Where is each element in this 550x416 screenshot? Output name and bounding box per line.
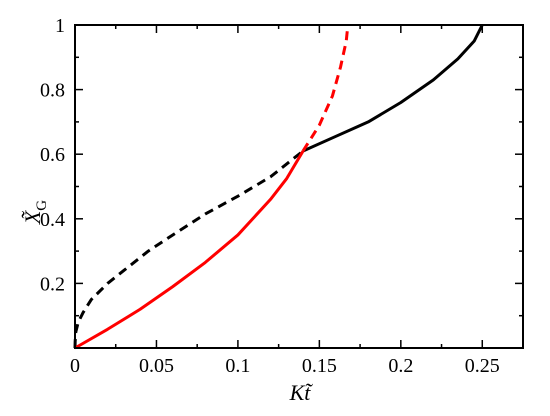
x-tick-label: 0.25: [465, 355, 500, 377]
y-tick-label: 0.4: [40, 209, 65, 231]
series-curve-3: [74, 150, 305, 350]
x-tick-label: 0.1: [225, 355, 250, 377]
y-tick-label: 1: [55, 15, 65, 37]
x-tick-label: 0.05: [139, 355, 174, 377]
curves-group: [73, 24, 484, 350]
y-axis-title: X̃G: [20, 200, 50, 225]
ticks-group: [74, 24, 524, 349]
tick-labels-group: 0 0.05 0.1 0.15 0.2 0.25 0.2 0.4 0.6 0.8 1: [40, 15, 500, 377]
series-curve-4: [301, 24, 350, 152]
x-tick-label: 0: [70, 355, 80, 377]
y-tick-label: 0.2: [40, 273, 65, 295]
y-tick-label: 0.6: [40, 144, 65, 166]
series-curve-1: [73, 149, 305, 349]
y-axis-title-subscript: G: [34, 200, 50, 211]
y-axis-title-main: X̃: [20, 209, 45, 225]
x-tick-label: 0.15: [302, 355, 337, 377]
series-curve-2: [302, 24, 484, 153]
y-tick-label: 0.8: [40, 80, 65, 102]
x-tick-label: 0.2: [388, 355, 413, 377]
x-axis-title: Kt̃: [289, 380, 314, 405]
plot-frame: [74, 24, 524, 349]
